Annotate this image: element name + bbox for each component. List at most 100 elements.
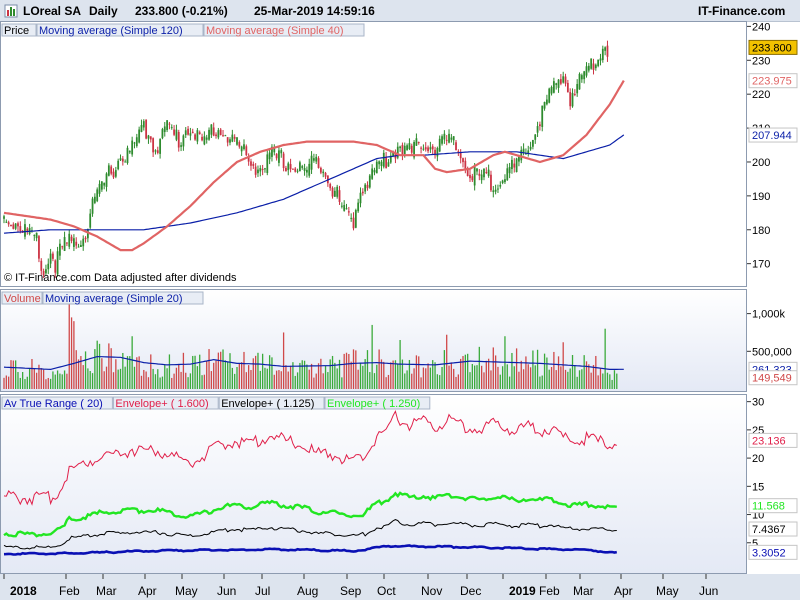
candle-body xyxy=(382,152,385,167)
candle-body xyxy=(604,47,607,51)
candle-body xyxy=(98,183,101,194)
ma40-line xyxy=(3,80,625,252)
candle-body xyxy=(413,141,415,158)
x-axis-label: Aug xyxy=(297,584,318,598)
candle-body xyxy=(303,168,306,171)
candle-body xyxy=(357,202,360,212)
candle-body xyxy=(466,167,469,176)
candle-body xyxy=(240,146,243,152)
candle-body xyxy=(431,146,434,150)
x-axis-label: May xyxy=(175,584,198,598)
candle-body xyxy=(152,138,155,153)
candle-body xyxy=(38,236,40,259)
x-axis-label: Apr xyxy=(614,584,633,598)
ma120-last-badge: 207.944 xyxy=(752,130,792,142)
candle-body xyxy=(606,45,609,57)
candle-body xyxy=(457,151,460,153)
candle-body xyxy=(597,59,600,66)
candle-body xyxy=(117,160,120,170)
candle-body xyxy=(79,245,82,247)
volume-y-tick-label: 1,000k xyxy=(752,309,786,321)
atr-legend-item: Envelope+ ( 1.250) xyxy=(327,398,420,410)
candle-body xyxy=(306,169,308,173)
candle-body xyxy=(331,187,334,197)
candle-body xyxy=(494,189,497,192)
volume-y-tick-label: 500,000 xyxy=(752,346,792,358)
candle-body xyxy=(140,125,143,132)
candle-body xyxy=(438,138,441,152)
price-legend-item: Moving average (Simple 40) xyxy=(206,25,344,37)
candle-body xyxy=(124,161,127,163)
price-watermark: © IT-Finance.com Data adjusted after div… xyxy=(4,272,237,284)
price-y-tick-label: 180 xyxy=(752,225,770,237)
candle-body xyxy=(569,92,572,107)
candle-body xyxy=(254,166,257,175)
candle-body xyxy=(548,88,551,103)
candle-body xyxy=(10,224,12,227)
candle-body xyxy=(243,144,245,150)
candle-body xyxy=(196,130,199,142)
candle-body xyxy=(49,253,52,264)
candle-body xyxy=(210,124,213,135)
candle-body xyxy=(361,191,364,194)
candle-body xyxy=(149,136,152,140)
candle-body xyxy=(534,134,537,140)
candle-body xyxy=(396,146,399,158)
atr-legend-box xyxy=(218,396,325,410)
candle-body xyxy=(515,158,518,172)
candle-body xyxy=(259,168,262,172)
volume-last-badge: 149,549 xyxy=(752,373,792,385)
atr-last-badge-box xyxy=(748,544,798,560)
candle-body xyxy=(61,246,64,248)
candle-body xyxy=(52,253,54,259)
envelope-1600-line xyxy=(3,409,617,506)
candle-body xyxy=(24,224,26,237)
candle-body xyxy=(392,152,395,156)
candle-body xyxy=(119,158,122,161)
candle-body xyxy=(236,137,238,145)
candle-body xyxy=(201,136,203,141)
candle-body xyxy=(250,161,252,166)
ma40-last-badge: 223.975 xyxy=(752,76,792,88)
candle-body xyxy=(525,153,527,155)
candle-body xyxy=(343,205,346,211)
candle-body xyxy=(19,226,22,232)
atr-legend-box xyxy=(324,396,431,410)
candle-body xyxy=(245,146,248,156)
candle-body xyxy=(96,189,99,202)
candle-body xyxy=(550,86,553,94)
candle-body xyxy=(212,127,215,136)
price-y-tick-label: 240 xyxy=(752,21,770,33)
candle-body xyxy=(226,137,229,143)
candle-body xyxy=(175,129,178,140)
candle-body xyxy=(485,171,488,173)
candle-body xyxy=(422,148,425,150)
atr-base-line xyxy=(3,544,618,556)
candle-body xyxy=(315,156,318,162)
x-axis-label: May xyxy=(656,584,679,598)
candle-body xyxy=(173,129,175,135)
volume-last-badge-box xyxy=(748,370,798,386)
candle-body xyxy=(541,105,544,127)
candle-body xyxy=(324,172,327,177)
candle-body xyxy=(373,170,376,173)
timestamp: 25-Mar-2019 14:59:16 xyxy=(254,4,375,18)
env1125-last-badge-box xyxy=(748,521,798,537)
candle-body xyxy=(222,135,224,137)
candle-body xyxy=(310,155,313,170)
candle-body xyxy=(133,142,136,144)
candle-body xyxy=(552,81,555,93)
candle-body xyxy=(448,133,450,143)
candle-body xyxy=(459,152,462,159)
candle-body xyxy=(511,159,513,170)
candle-body xyxy=(487,169,490,176)
instrument-name: LOreal SA xyxy=(23,4,82,18)
candle-body xyxy=(142,121,145,128)
candle-body xyxy=(247,157,250,162)
candle-body xyxy=(399,146,401,149)
ma40-last-badge-box xyxy=(748,73,798,89)
candle-body xyxy=(585,66,588,76)
candle-body xyxy=(63,237,66,251)
atr-legend-item: Envelope+ ( 1.125) xyxy=(221,398,314,410)
